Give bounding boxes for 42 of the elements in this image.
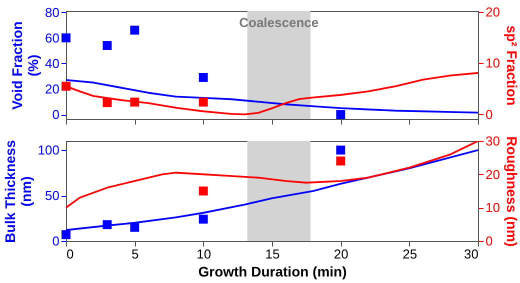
- point: [198, 72, 208, 82]
- y-tick-label: 0: [52, 107, 60, 122]
- point: [102, 98, 112, 108]
- y2-axis-title: sp² Fraction: [504, 25, 520, 106]
- y2-tick-label: 20: [486, 166, 500, 182]
- y-tick-label: 80: [45, 4, 60, 20]
- point: [62, 82, 70, 91]
- point: [336, 110, 346, 119]
- point: [130, 26, 140, 35]
- y-axis-title: Bulk Thickness (nm): [2, 140, 34, 243]
- y-axis-title: Void Fraction (%): [9, 21, 42, 110]
- x-tick-label: 5: [132, 246, 139, 262]
- x-tick-label: 0: [66, 246, 74, 262]
- y-tick-label: 60: [45, 30, 60, 46]
- x-tick-label: 10: [196, 246, 212, 262]
- y-tick-label: 0: [52, 234, 60, 248]
- y2-axis-title: Roughness (nm): [504, 136, 520, 247]
- band-label: Coalescence: [239, 15, 319, 30]
- y2-tick-label: 30: [486, 134, 500, 148]
- point: [198, 98, 208, 107]
- point: [130, 98, 140, 107]
- y2-tick-label: 10: [486, 56, 500, 71]
- y-tick-label: 20: [45, 81, 60, 96]
- x-tick-label: 20: [334, 246, 348, 262]
- point: [62, 33, 70, 42]
- x-axis-title: Growth Duration (min): [198, 264, 347, 280]
- y-tick-label: 50: [45, 188, 60, 204]
- point: [62, 230, 70, 240]
- point: [336, 146, 346, 155]
- x-tick-label: 30: [464, 246, 478, 262]
- point: [102, 220, 112, 230]
- point: [198, 214, 208, 224]
- y2-tick-label: 10: [486, 200, 500, 216]
- y2-tick-label: 20: [486, 4, 500, 20]
- y-tick-label: 40: [45, 56, 60, 71]
- x-tick-label: 15: [265, 246, 280, 262]
- y2-tick-label: 0: [486, 106, 493, 122]
- point: [102, 41, 112, 50]
- point: [130, 222, 140, 232]
- x-tick-label: 25: [402, 246, 418, 262]
- y2-tick-label: 0: [486, 234, 493, 248]
- y-tick-label: 100: [38, 142, 60, 158]
